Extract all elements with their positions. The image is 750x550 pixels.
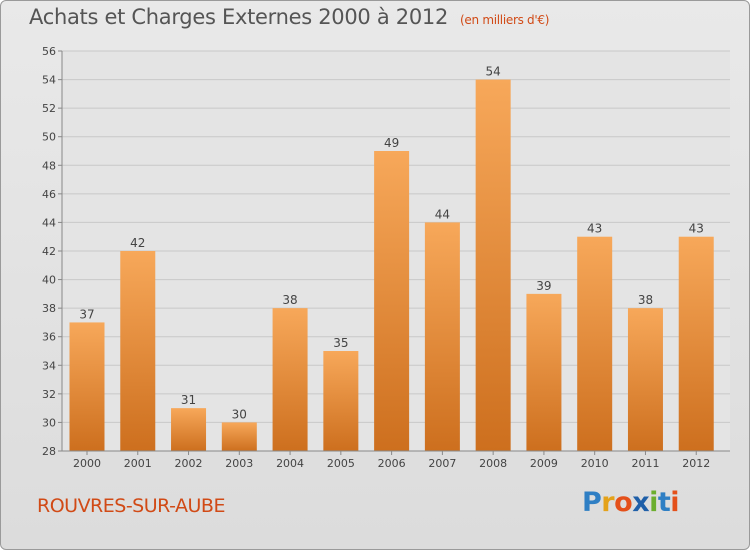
x-tick-label: 2003 <box>225 457 253 470</box>
x-tick-label: 2000 <box>73 457 101 470</box>
bars: 37 42 31 30 38 35 49 44 54 39 43 38 43 <box>69 65 714 452</box>
brand-letter: r <box>601 487 615 518</box>
x-tick-label: 2011 <box>631 457 659 470</box>
x-tick-label: 2012 <box>682 457 710 470</box>
brand-letter: P <box>582 487 602 518</box>
bar <box>678 236 714 451</box>
brand-letter: i <box>649 487 658 518</box>
bar-value-label: 35 <box>333 336 348 350</box>
y-tick-label: 46 <box>42 188 56 201</box>
y-tick-label: 54 <box>42 74 56 87</box>
x-tick-label: 2007 <box>428 457 456 470</box>
x-axis: 2000 2001 2002 2003 2004 2005 2006 2007 2008 2009… <box>62 450 730 470</box>
bar <box>475 79 511 452</box>
y-tick-label: 40 <box>42 274 56 287</box>
bar <box>272 308 308 451</box>
bar <box>627 308 663 451</box>
chart-title-text: Achats et Charges Externes 2000 à 2012 <box>29 5 449 29</box>
y-tick-label: 50 <box>42 131 56 144</box>
brand-letter: t <box>657 487 671 518</box>
bar <box>69 322 105 451</box>
y-axis: 28 30 32 34 36 38 40 42 44 46 48 50 52 54 56 <box>42 45 63 458</box>
x-tick-label: 2005 <box>327 457 355 470</box>
bar-value-label: 38 <box>638 293 653 307</box>
chart-title: Achats et Charges Externes 2000 à 2012 (e… <box>29 5 549 29</box>
bar <box>374 151 410 451</box>
bar <box>323 351 359 451</box>
y-tick-label: 28 <box>42 445 56 458</box>
bar-value-label: 39 <box>536 279 551 293</box>
bar-value-label: 54 <box>486 65 501 79</box>
x-tick-label: 2009 <box>530 457 558 470</box>
place-name: ROUVRES-SUR-AUBE <box>37 495 225 517</box>
brand-letter: x <box>632 487 650 518</box>
x-tick-label: 2008 <box>479 457 507 470</box>
y-tick-label: 32 <box>42 388 56 401</box>
bar <box>526 293 562 451</box>
bar-value-label: 42 <box>130 236 145 250</box>
bar-value-label: 37 <box>79 307 94 321</box>
x-tick-label: 2002 <box>175 457 203 470</box>
y-tick-label: 38 <box>42 302 56 315</box>
y-tick-label: 52 <box>42 102 56 115</box>
brand-letter: o <box>614 487 633 518</box>
brand-letter: i <box>670 487 680 518</box>
bar-value-label: 49 <box>384 136 399 150</box>
bar <box>577 236 613 451</box>
y-tick-label: 36 <box>42 331 56 344</box>
x-tick-label: 2010 <box>581 457 609 470</box>
bar <box>120 251 156 451</box>
x-tick-label: 2004 <box>276 457 304 470</box>
bar-value-label: 31 <box>181 393 196 407</box>
y-tick-label: 56 <box>42 45 56 58</box>
x-tick-label: 2001 <box>124 457 152 470</box>
y-tick-label: 34 <box>42 359 56 372</box>
bar <box>221 422 257 451</box>
y-tick-label: 30 <box>42 416 56 429</box>
bar-value-label: 43 <box>689 222 704 236</box>
brand-logo: Proxiti <box>582 487 680 518</box>
y-tick-label: 44 <box>42 216 56 229</box>
y-tick-label: 48 <box>42 159 56 172</box>
bar-value-label: 30 <box>232 407 247 421</box>
bar-value-label: 38 <box>282 293 297 307</box>
bar <box>424 222 460 451</box>
bar-value-label: 43 <box>587 222 602 236</box>
y-tick-label: 42 <box>42 245 56 258</box>
x-tick-label: 2006 <box>378 457 406 470</box>
chart-subtitle: (en milliers d'€) <box>460 13 550 27</box>
bar-value-label: 44 <box>435 207 450 221</box>
bar <box>171 408 207 451</box>
